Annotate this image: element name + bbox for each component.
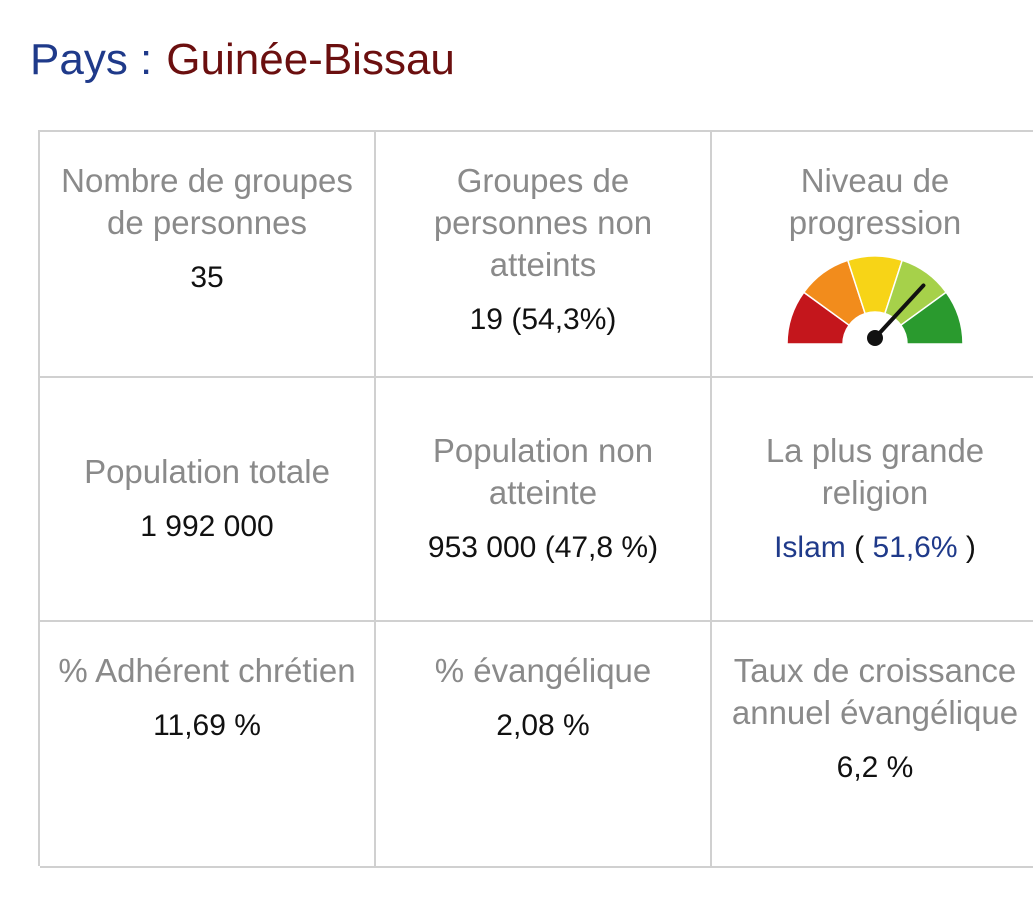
- cell-unreached-groups: Groupes de personnes non atteints 19 (54…: [376, 132, 712, 378]
- unreached-groups-value: 19 (54,3%): [469, 303, 617, 336]
- evangelical-value: 2,08 %: [496, 709, 590, 742]
- stats-grid: Nombre de groupes de personnes 35 Groupe…: [38, 130, 1033, 868]
- religion-paren-close: ): [965, 531, 976, 564]
- religion-link[interactable]: Islam: [774, 531, 846, 564]
- page-title: Pays : Guinée-Bissau: [30, 30, 455, 90]
- gauge-hub: [867, 330, 883, 346]
- evangelical-growth-value: 6,2 %: [836, 751, 914, 784]
- cell-largest-religion: La plus grande religion Islam ( 51,6% ): [712, 378, 1033, 622]
- religion-paren-open: (: [854, 531, 865, 564]
- unreached-groups-title: Groupes de personnes non atteints: [433, 162, 653, 283]
- evangelical-title: % évangélique: [434, 652, 652, 689]
- largest-religion-value: Islam ( 51,6% ): [774, 528, 976, 568]
- cell-evangelical-growth: Taux de croissance annuel évangélique 6,…: [712, 622, 1033, 868]
- largest-religion-title: La plus grande religion: [765, 432, 985, 511]
- gauge-segment: [899, 291, 964, 345]
- christian-adherent-value: 11,69 %: [153, 709, 261, 742]
- total-population-value: 1 992 000: [140, 510, 274, 543]
- cell-christian-adherent: % Adhérent chrétien 11,69 %: [40, 622, 376, 868]
- religion-percent: 51,6%: [872, 531, 958, 564]
- country-label: Pays :: [30, 35, 153, 84]
- cell-total-population: Population totale 1 992 000: [40, 378, 376, 622]
- total-population-title: Population totale: [84, 453, 330, 490]
- cell-progress: Niveau de progression: [712, 132, 1033, 378]
- cell-evangelical: % évangélique 2,08 %: [376, 622, 712, 868]
- people-groups-title: Nombre de groupes de personnes: [61, 162, 353, 241]
- cell-unreached-population: Population non atteinte 953 000 (47,8 %): [376, 378, 712, 622]
- christian-adherent-title: % Adhérent chrétien: [58, 652, 356, 689]
- progress-title: Niveau de progression: [788, 162, 962, 241]
- progress-gauge-icon: [786, 255, 964, 346]
- people-groups-value: 35: [190, 261, 224, 294]
- unreached-population-value: 953 000 (47,8 %): [427, 531, 659, 564]
- country-name: Guinée-Bissau: [166, 35, 455, 84]
- cell-people-groups: Nombre de groupes de personnes 35: [40, 132, 376, 378]
- gauge-needle: [873, 283, 926, 340]
- unreached-population-title: Population non atteinte: [432, 432, 654, 511]
- evangelical-growth-title: Taux de croissance annuel évangélique: [731, 652, 1019, 731]
